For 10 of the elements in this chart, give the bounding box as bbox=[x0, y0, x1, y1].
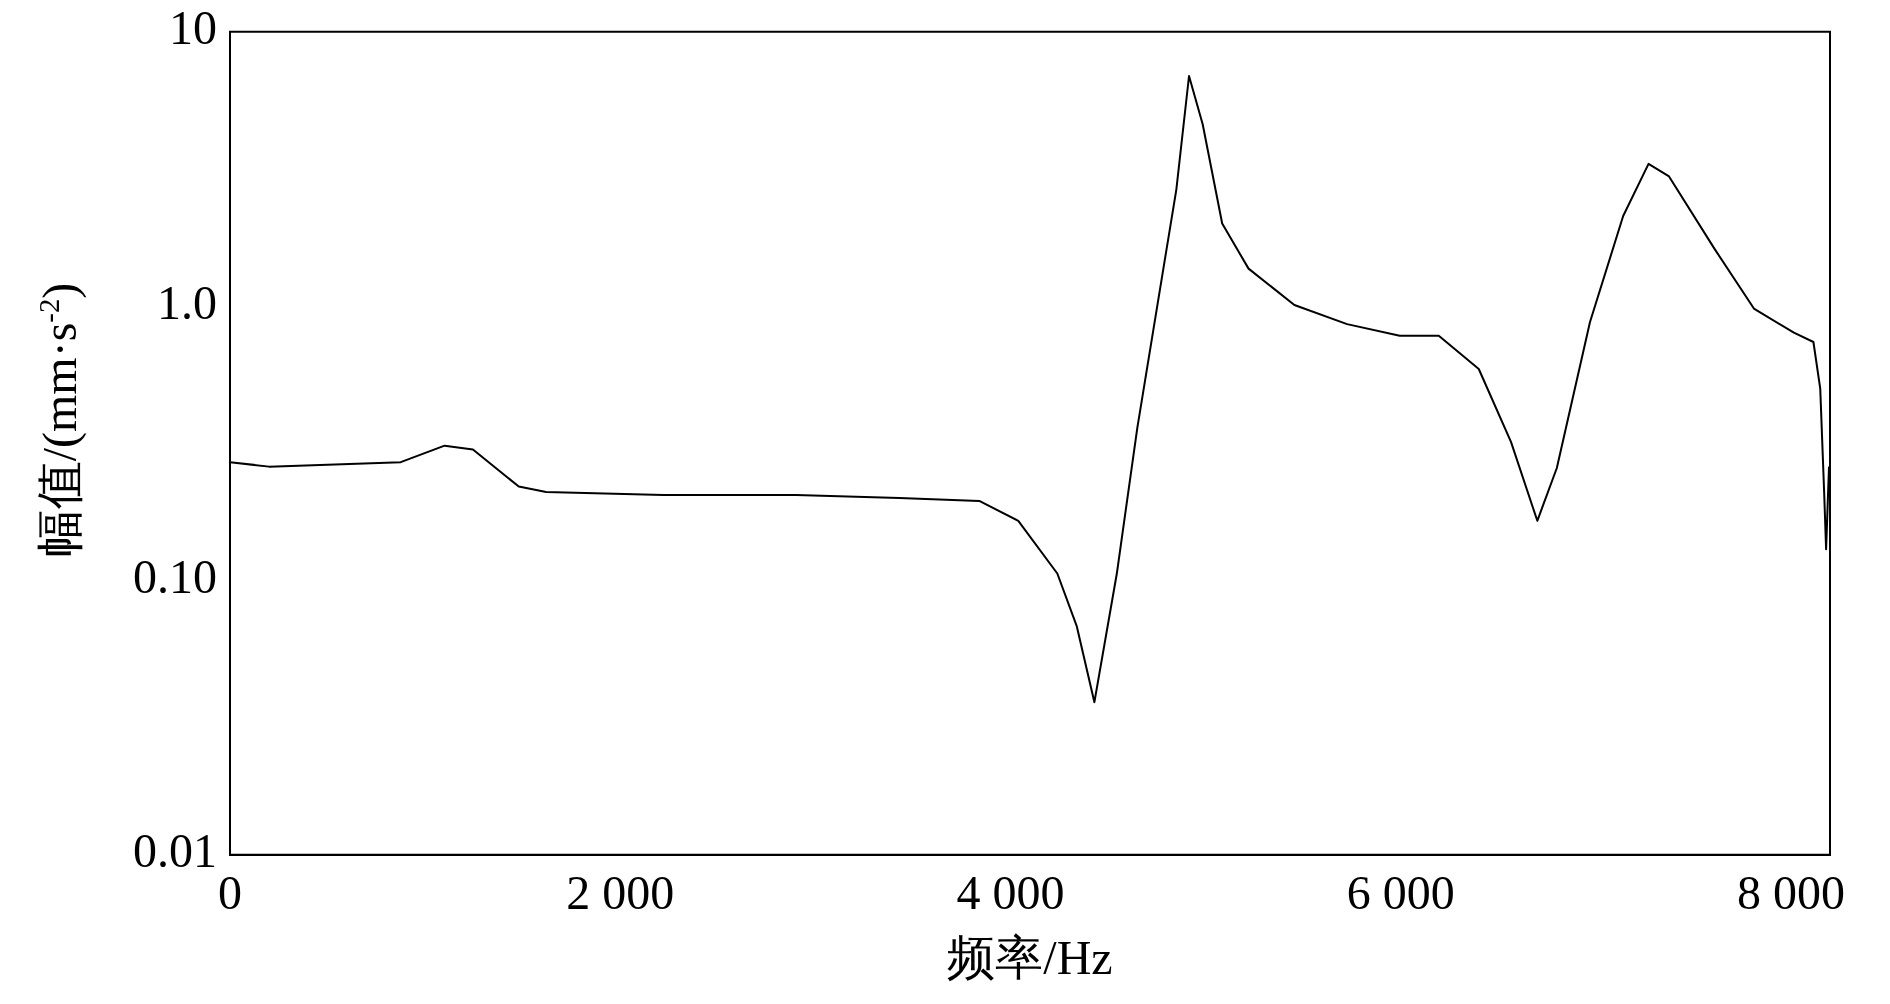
x-axis-title: 频率/Hz bbox=[947, 930, 1113, 984]
y-tick-label: 0.01 bbox=[133, 824, 217, 878]
x-tick-label: 4 000 bbox=[956, 866, 1065, 920]
x-tick-label: 0 bbox=[218, 866, 242, 920]
x-tick-label: 2 000 bbox=[566, 866, 675, 920]
y-tick-label: 0.10 bbox=[133, 550, 217, 604]
x-tick-label: 8 000 bbox=[1736, 866, 1845, 920]
y-tick-label: 10 bbox=[169, 1, 217, 55]
x-tick-label: 6 000 bbox=[1346, 866, 1455, 920]
y-tick-label: 1.0 bbox=[157, 275, 217, 329]
